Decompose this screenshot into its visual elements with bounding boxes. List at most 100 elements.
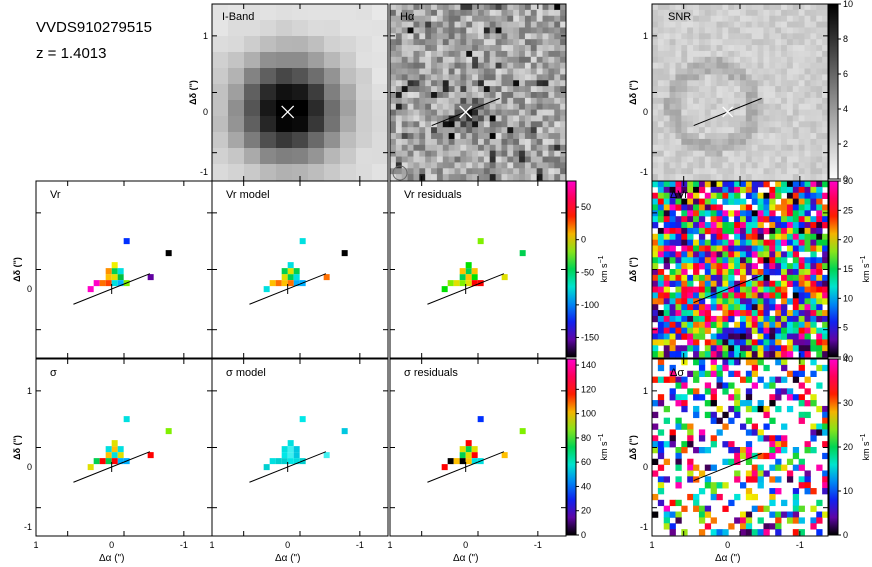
pixel-sig_model bbox=[269, 458, 276, 465]
sig_err-pixel bbox=[693, 370, 700, 377]
vr_err-pixel bbox=[822, 245, 829, 252]
halpha-pixel bbox=[548, 15, 555, 22]
sig_err-pixel bbox=[652, 435, 659, 442]
sig_err-pixel bbox=[775, 511, 782, 518]
sig_err-pixel bbox=[745, 417, 753, 424]
vr_err-pixel bbox=[763, 345, 770, 352]
snr-pixel bbox=[693, 138, 700, 146]
vr_err-pixel bbox=[781, 257, 788, 264]
pixel-sig bbox=[105, 446, 112, 453]
iband-pixel bbox=[260, 148, 277, 165]
sig_err-pixel bbox=[681, 405, 688, 413]
vr_err-pixel bbox=[751, 310, 758, 317]
halpha-pixel bbox=[407, 56, 414, 64]
iband-pixel bbox=[308, 36, 325, 53]
vr_err-pixel bbox=[698, 216, 706, 223]
vr_err-pixel bbox=[710, 251, 717, 258]
iband-pixel bbox=[356, 4, 373, 21]
iband-pixel bbox=[324, 84, 341, 101]
vr_err-pixel bbox=[657, 298, 665, 305]
halpha-pixel bbox=[425, 74, 432, 81]
vr_err-pixel bbox=[722, 233, 729, 241]
snr-pixel bbox=[786, 80, 794, 87]
x-tick-label: 0 bbox=[463, 540, 468, 550]
vr_err-pixel bbox=[786, 274, 794, 282]
snr-pixel bbox=[675, 74, 682, 81]
vr_err-pixel bbox=[675, 274, 682, 282]
halpha-pixel bbox=[483, 162, 491, 169]
halpha-pixel bbox=[483, 15, 491, 22]
halpha-pixel bbox=[542, 121, 549, 128]
snr-pixel bbox=[763, 74, 770, 81]
halpha-pixel bbox=[395, 168, 403, 175]
halpha-pixel bbox=[542, 144, 549, 152]
sig_err-pixel bbox=[740, 447, 747, 454]
sig_err-pixel bbox=[757, 464, 764, 471]
halpha-pixel bbox=[530, 138, 538, 146]
snr-pixel bbox=[822, 150, 829, 157]
snr-pixel bbox=[716, 144, 723, 152]
sig_err-pixel bbox=[693, 464, 700, 471]
sig_err-pixel bbox=[804, 482, 811, 489]
halpha-pixel bbox=[554, 86, 561, 93]
vr_err-pixel bbox=[675, 280, 682, 287]
halpha-pixel bbox=[495, 56, 502, 64]
sig_err-pixel bbox=[687, 458, 694, 465]
iband-pixel bbox=[244, 52, 261, 69]
halpha-pixel bbox=[425, 103, 432, 110]
snr-pixel bbox=[734, 115, 741, 122]
vr_err-pixel bbox=[763, 269, 770, 276]
halpha-pixel bbox=[560, 68, 567, 75]
halpha-pixel bbox=[454, 45, 461, 52]
vr_err-pixel bbox=[810, 227, 817, 235]
vr_err-pixel bbox=[693, 245, 700, 252]
halpha-pixel bbox=[413, 109, 420, 116]
halpha-pixel bbox=[466, 127, 473, 134]
halpha-pixel bbox=[554, 115, 561, 122]
snr-pixel bbox=[716, 33, 723, 40]
vr_err-pixel bbox=[798, 263, 805, 270]
vr_err-pixel bbox=[710, 321, 717, 329]
sig_err-pixel bbox=[763, 382, 770, 389]
halpha-pixel bbox=[401, 39, 408, 46]
snr-pixel bbox=[710, 92, 717, 99]
vr_err-pixel bbox=[822, 321, 829, 329]
vr_err-pixel bbox=[792, 227, 800, 235]
snr-pixel bbox=[786, 62, 794, 69]
snr-pixel bbox=[716, 138, 723, 146]
sig_err-pixel bbox=[763, 505, 770, 512]
halpha-pixel bbox=[460, 92, 467, 99]
halpha-pixel bbox=[448, 21, 455, 28]
halpha-pixel bbox=[472, 115, 479, 122]
halpha-pixel bbox=[448, 162, 455, 169]
iband-pixel bbox=[212, 132, 229, 149]
sig_err-pixel bbox=[769, 493, 776, 501]
snr-pixel bbox=[669, 121, 676, 128]
vr_err-pixel bbox=[798, 345, 805, 352]
vr_err-pixel bbox=[786, 298, 794, 305]
snr-pixel bbox=[710, 168, 717, 175]
vr_err-pixel bbox=[769, 257, 776, 264]
snr-pixel bbox=[751, 174, 758, 181]
vr_err-pixel bbox=[698, 351, 706, 358]
sig_err-pixel bbox=[734, 400, 741, 407]
sig_err-pixel bbox=[763, 435, 770, 442]
halpha-pixel bbox=[419, 4, 426, 11]
vr_err-pixel bbox=[652, 292, 659, 299]
vr_err-pixel bbox=[769, 292, 776, 299]
pixel-vr bbox=[147, 274, 154, 281]
vr_err-pixel bbox=[763, 210, 770, 217]
halpha-pixel bbox=[460, 144, 467, 152]
x-tick-label: 1 bbox=[387, 540, 392, 550]
vr_err-pixel bbox=[786, 333, 794, 340]
snr-pixel bbox=[687, 15, 694, 22]
vr_err-pixel bbox=[792, 181, 800, 188]
x-axis-label: Δα (") bbox=[715, 553, 740, 564]
halpha-pixel bbox=[442, 127, 450, 134]
halpha-pixel bbox=[395, 62, 403, 69]
snr-pixel bbox=[722, 97, 729, 105]
snr-pixel bbox=[693, 62, 700, 69]
sig_err-pixel bbox=[669, 376, 676, 383]
snr-pixel bbox=[669, 74, 676, 81]
sig_err-pixel bbox=[769, 417, 776, 424]
